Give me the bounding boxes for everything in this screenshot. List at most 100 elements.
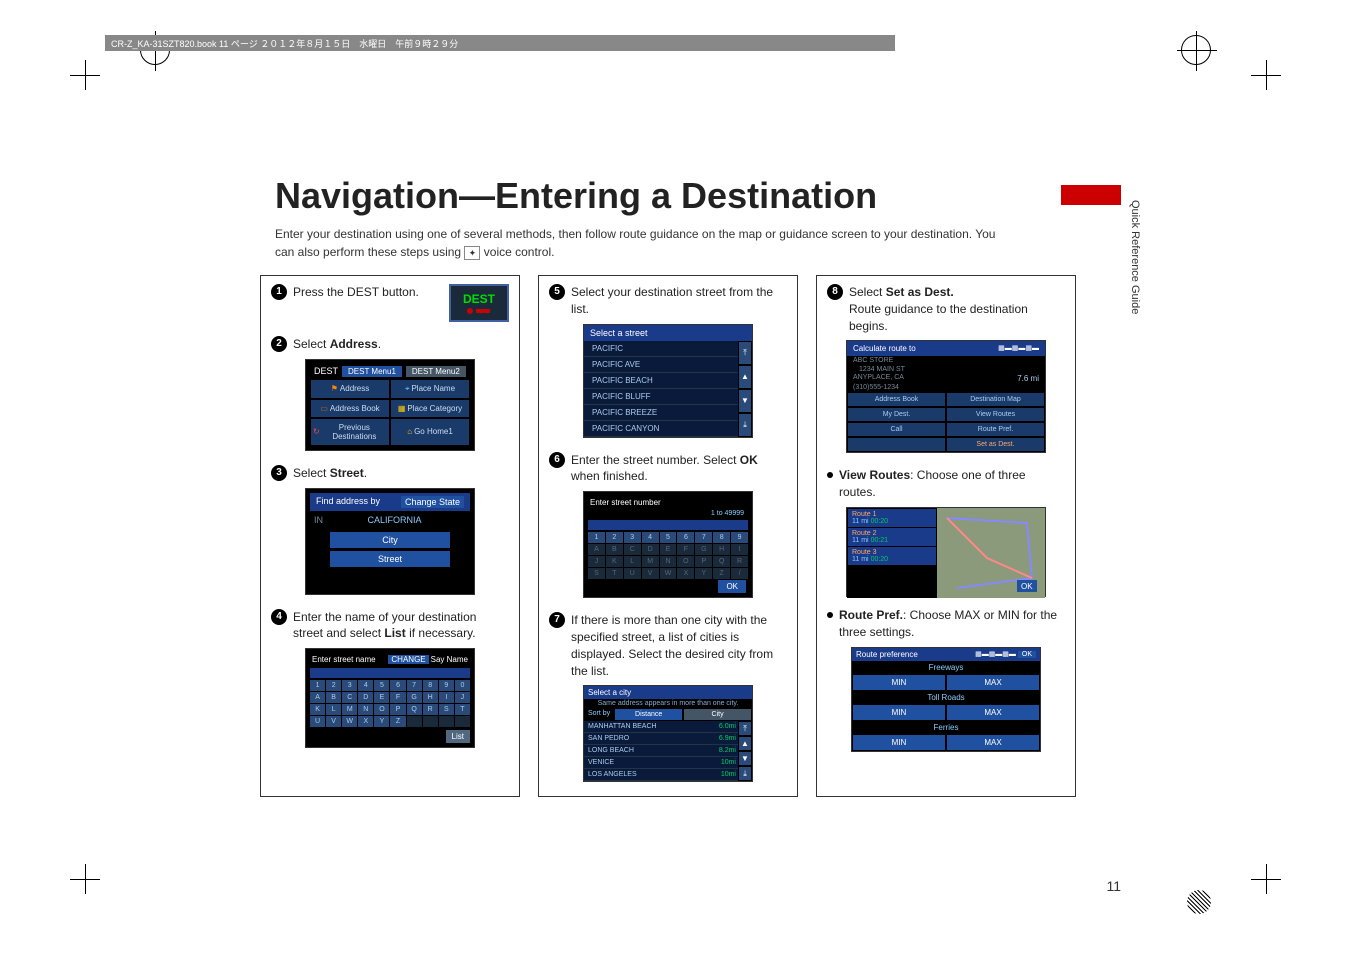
dest-menu-tab1[interactable]: DEST Menu1	[342, 366, 402, 377]
distance-tab[interactable]: Distance	[614, 708, 683, 721]
kb-key[interactable]: 5	[374, 680, 389, 691]
kb-key[interactable]: Z	[390, 716, 405, 727]
street-item[interactable]: PACIFIC AVE	[584, 357, 752, 373]
cr-button[interactable]: Destination Map	[946, 392, 1045, 407]
menu-go-home[interactable]: ⌂Go Home1	[390, 418, 470, 446]
kbnum-input[interactable]	[588, 520, 748, 530]
kb-key[interactable]: 9	[439, 680, 454, 691]
scroll-top-icon[interactable]: ⤒	[738, 721, 752, 736]
city-row[interactable]: VENICE10mi	[584, 757, 752, 769]
scroll-top-icon[interactable]: ⤒	[738, 341, 752, 365]
pref-min[interactable]: MIN	[852, 734, 946, 751]
kb-key[interactable]: R	[423, 704, 438, 715]
kb-key[interactable]: 5	[660, 532, 677, 543]
kb-key[interactable]: J	[455, 692, 470, 703]
kb-key[interactable]: 3	[342, 680, 357, 691]
kb-input[interactable]	[310, 668, 470, 678]
kb-key[interactable]: D	[358, 692, 373, 703]
ok-button[interactable]: OK	[718, 580, 746, 593]
kb-key[interactable]: M	[342, 704, 357, 715]
route-3[interactable]: Route 311 mi 00:20	[848, 547, 936, 565]
kb-change[interactable]: CHANGE	[388, 655, 428, 664]
kb-key[interactable]: 4	[642, 532, 659, 543]
pref-max[interactable]: MAX	[946, 674, 1040, 691]
kb-key[interactable]: 0	[455, 680, 470, 691]
street-item[interactable]: PACIFIC BREEZE	[584, 405, 752, 421]
city-row[interactable]: LOS ANGELES10mi	[584, 769, 752, 781]
pref-ok-button[interactable]: OK	[1018, 651, 1036, 658]
kb-key[interactable]: N	[358, 704, 373, 715]
city-row[interactable]: MANHATTAN BEACH6.0mi	[584, 721, 752, 733]
change-state-button[interactable]: Change State	[401, 496, 464, 508]
kb-key[interactable]: P	[390, 704, 405, 715]
menu-address-book[interactable]: ▭Address Book	[310, 399, 390, 418]
kb-key[interactable]: 1	[310, 680, 325, 691]
menu-place-name[interactable]: ⌖Place Name	[390, 379, 470, 399]
scroll-down-icon[interactable]: ▼	[738, 751, 752, 766]
cr-button[interactable]: Set as Dest.	[946, 437, 1045, 452]
kb-key[interactable]: K	[310, 704, 325, 715]
scroll-up-icon[interactable]: ▲	[738, 365, 752, 389]
menu-address[interactable]: ⚑Address	[310, 379, 390, 399]
kb-key[interactable]: X	[358, 716, 373, 727]
kb-key[interactable]: U	[310, 716, 325, 727]
kb-key[interactable]: 2	[326, 680, 341, 691]
kb-key[interactable]: C	[342, 692, 357, 703]
cr-button[interactable]: My Dest.	[847, 407, 946, 422]
street-item[interactable]: PACIFIC BEACH	[584, 373, 752, 389]
dest-hardware-button[interactable]: DEST	[449, 284, 509, 322]
scroll-up-icon[interactable]: ▲	[738, 736, 752, 751]
cr-button[interactable]: Call	[847, 422, 946, 437]
kb-key[interactable]: B	[326, 692, 341, 703]
route-2[interactable]: Route 211 mi 00:21	[848, 528, 936, 546]
kb-key[interactable]: W	[342, 716, 357, 727]
city-row[interactable]: LONG BEACH8.2mi	[584, 745, 752, 757]
menu-place-category[interactable]: ▦Place Category	[390, 399, 470, 418]
kb-key[interactable]: V	[326, 716, 341, 727]
kb-key[interactable]: 4	[358, 680, 373, 691]
kb-key[interactable]: 8	[423, 680, 438, 691]
cr-button[interactable]: View Routes	[946, 407, 1045, 422]
pref-max[interactable]: MAX	[946, 734, 1040, 751]
dest-menu-tab2[interactable]: DEST Menu2	[406, 366, 466, 377]
street-button[interactable]: Street	[330, 551, 450, 567]
route-1[interactable]: Route 111 mi 00:20	[848, 509, 936, 527]
kb-key[interactable]: T	[455, 704, 470, 715]
kb-key[interactable]: 2	[606, 532, 623, 543]
kb-key[interactable]: 9	[731, 532, 748, 543]
kb-key[interactable]: I	[439, 692, 454, 703]
kb-key[interactable]: G	[407, 692, 422, 703]
city-tab[interactable]: City	[683, 708, 752, 721]
cr-button[interactable]: Route Pref.	[946, 422, 1045, 437]
kb-key[interactable]: 6	[677, 532, 694, 543]
kb-key[interactable]: A	[310, 692, 325, 703]
street-item[interactable]: PACIFIC BLUFF	[584, 389, 752, 405]
kb-key[interactable]: Q	[407, 704, 422, 715]
kb-key[interactable]: L	[326, 704, 341, 715]
street-item[interactable]: PACIFIC	[584, 341, 752, 357]
kb-key[interactable]: O	[374, 704, 389, 715]
city-row[interactable]: SAN PEDRO6.9mi	[584, 733, 752, 745]
kb-key[interactable]: E	[374, 692, 389, 703]
kb-key[interactable]: H	[423, 692, 438, 703]
city-button[interactable]: City	[330, 532, 450, 548]
cr-button[interactable]: Address Book	[847, 392, 946, 407]
pref-min[interactable]: MIN	[852, 704, 946, 721]
kb-key[interactable]: Y	[374, 716, 389, 727]
cr-button[interactable]	[847, 437, 946, 452]
kb-key[interactable]: 3	[624, 532, 641, 543]
pref-max[interactable]: MAX	[946, 704, 1040, 721]
kb-key[interactable]: 7	[695, 532, 712, 543]
scroll-down-icon[interactable]: ▼	[738, 389, 752, 413]
kb-key[interactable]: 7	[407, 680, 422, 691]
kb-key[interactable]: 1	[588, 532, 605, 543]
menu-previous[interactable]: ↻Previous Destinations	[310, 418, 390, 446]
kb-key[interactable]: F	[390, 692, 405, 703]
list-button[interactable]: List	[446, 730, 470, 743]
scroll-bottom-icon[interactable]: ⤓	[738, 766, 752, 781]
street-item[interactable]: PACIFIC CANYON	[584, 421, 752, 437]
pref-min[interactable]: MIN	[852, 674, 946, 691]
scroll-bottom-icon[interactable]: ⤓	[738, 413, 752, 437]
kb-key[interactable]: 6	[390, 680, 405, 691]
kb-key[interactable]: 8	[713, 532, 730, 543]
